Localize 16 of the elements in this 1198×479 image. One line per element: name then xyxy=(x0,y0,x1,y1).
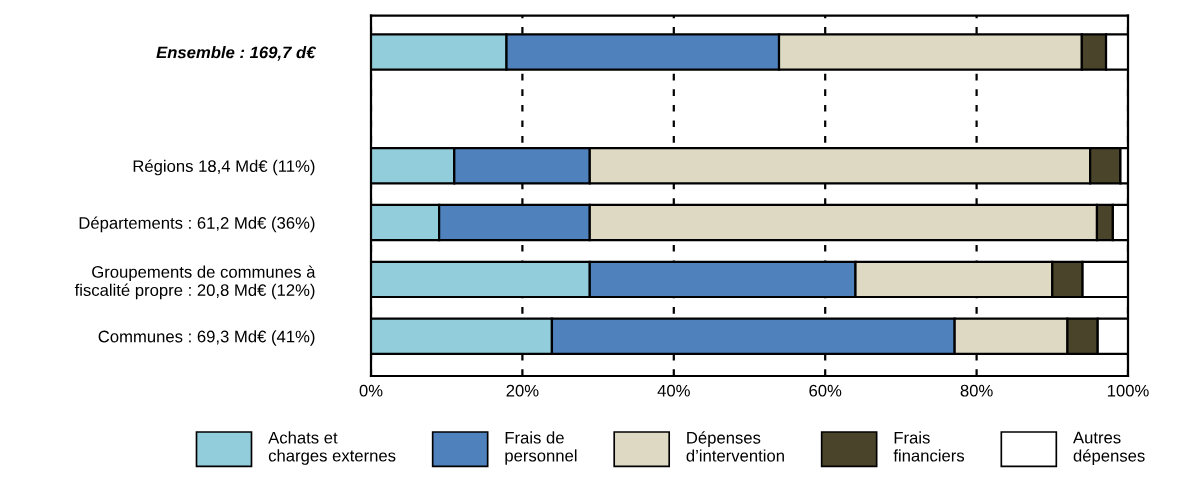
x-tick-label: 60% xyxy=(809,384,842,397)
x-tick-label: 20% xyxy=(506,384,539,397)
legend-label: Dépenses d’intervention xyxy=(686,431,784,462)
y-tick-label: Communes : 69,3 Md€ (41%) xyxy=(98,330,315,346)
x-tick-label: 0% xyxy=(359,384,383,397)
y-tick-label: Groupements de communes à fiscalité propre : 20,8 Md€ (12%) xyxy=(74,265,316,300)
legend-label: Frais financiers xyxy=(893,431,965,462)
y-tick-label: Régions 18,4 Md€ (11%) xyxy=(133,159,315,176)
x-tick-label: 40% xyxy=(657,384,690,397)
legend-label: Autres dépenses xyxy=(1073,431,1145,465)
x-tick-label: 100% xyxy=(1107,384,1149,397)
x-tick-label: 80% xyxy=(960,384,993,397)
y-tick-label: Départements : 61,2 Md€ (36%) xyxy=(79,216,315,233)
legend-label: Frais de personnel xyxy=(505,431,577,465)
legend-label: Achats et charges externes xyxy=(268,431,396,465)
y-tick-label: Ensemble : 169,7 d€ xyxy=(156,46,317,61)
